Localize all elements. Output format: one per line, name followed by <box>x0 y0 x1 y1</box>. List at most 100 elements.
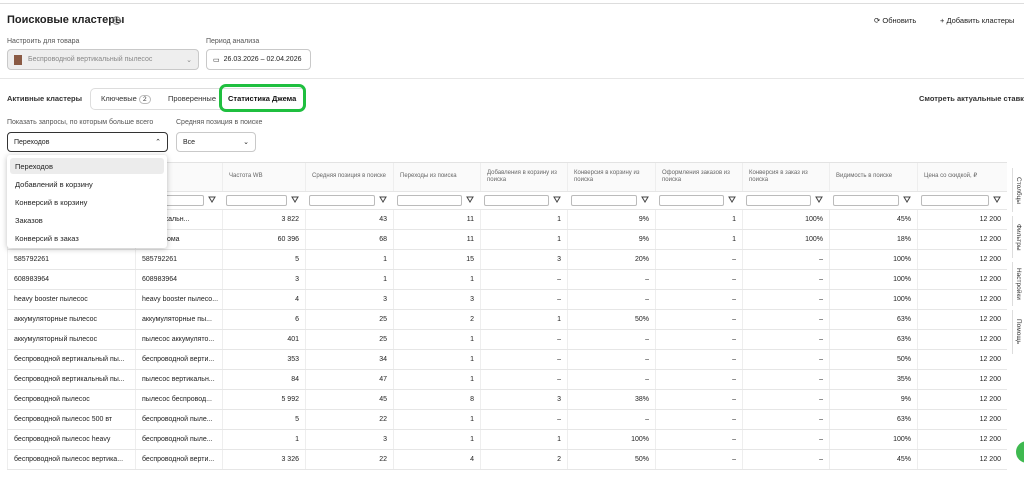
add-button[interactable]: + Добавить кластеры <box>940 16 1015 25</box>
product-select[interactable]: Беспроводной вертикальный пылесос ⌄ <box>7 49 199 70</box>
table-row: 585792261 585792261 5 1 15 3 20% – –100% 12 200 <box>7 250 1007 270</box>
table-row: аккумуляторный пылесос пылесос аккумулято… <box>7 330 1007 350</box>
filter-input[interactable] <box>397 195 462 206</box>
filter-icon[interactable] <box>553 196 561 206</box>
filter-input[interactable] <box>746 195 811 206</box>
table-row: беспроводной пылесос 500 вт беспроводной … <box>7 410 1007 430</box>
table-cell: 100% <box>567 430 655 449</box>
table-cell: – <box>742 410 829 429</box>
tab[interactable]: Ключевые 2 <box>101 94 151 104</box>
table-cell: беспроводной пыле... <box>135 410 222 429</box>
table-cell: 5 992 <box>222 390 305 409</box>
table-cell: 1 <box>305 250 393 269</box>
table-cell: беспроводной пылесос <box>7 390 135 409</box>
filter-input[interactable] <box>659 195 724 206</box>
tab[interactable]: Статистика Джема <box>228 94 297 103</box>
period-value: 26.03.2026 – 02.04.2026 <box>223 56 302 63</box>
period-label: Период анализа <box>206 38 260 45</box>
show-select[interactable]: Переходов ⌃ <box>7 132 168 152</box>
table-cell: 608983964 <box>135 270 222 289</box>
table-cell: аккумуляторные пы... <box>135 310 222 329</box>
table-cell: 100% <box>829 290 917 309</box>
table-cell: 1 <box>393 410 480 429</box>
table-cell: – <box>742 430 829 449</box>
dropdown-option[interactable]: Переходов <box>10 158 164 174</box>
table-cell: беспроводной вертикальный пы... <box>7 350 135 369</box>
filter-icon[interactable] <box>208 196 216 206</box>
filter-icon[interactable] <box>466 196 474 206</box>
table-cell: 4 <box>222 290 305 309</box>
header-row: Частота WB Средняя позиция в поиске Перехо… <box>7 163 1007 192</box>
info-icon[interactable]: ? <box>112 16 121 25</box>
table-cell: 12 200 <box>917 390 1007 409</box>
table-cell: 63% <box>829 330 917 349</box>
table-cell: 3 822 <box>222 210 305 229</box>
side-tab[interactable]: Помощь <box>1012 310 1024 354</box>
table-cell: 38% <box>567 390 655 409</box>
column-header: Цена со скидкой, ₽ <box>917 163 1007 191</box>
table-cell: 12 200 <box>917 370 1007 389</box>
filter-icon[interactable] <box>903 196 911 206</box>
table-cell: – <box>567 270 655 289</box>
table-cell: 22 <box>305 410 393 429</box>
filter-icon[interactable] <box>641 196 649 206</box>
table-cell: – <box>742 390 829 409</box>
table-cell: 1 <box>480 210 567 229</box>
table-cell: 45% <box>829 210 917 229</box>
table-cell: 3 <box>305 290 393 309</box>
side-tab[interactable]: Настройки <box>1012 262 1024 306</box>
table-cell: 100% <box>829 430 917 449</box>
filter-input[interactable] <box>921 195 989 206</box>
table-cell: 3 326 <box>222 450 305 469</box>
top-bar <box>0 0 1024 4</box>
position-select[interactable]: Все ⌄ <box>176 132 256 152</box>
table-row: беспроводной пылесос вертика... беспровод… <box>7 450 1007 470</box>
column-header: Конверсия в заказ из поиска <box>742 163 829 191</box>
bids-link[interactable]: Смотреть актуальные ставки <box>919 94 1024 103</box>
filter-icon[interactable] <box>291 196 299 206</box>
table-cell: 45% <box>829 450 917 469</box>
table-cell: – <box>655 350 742 369</box>
dropdown-option[interactable]: Конверсий в заказ <box>15 233 79 243</box>
table-cell: беспроводной пылесос вертика... <box>7 450 135 469</box>
table-row: аккумуляторные пылесос аккумуляторные пы.… <box>7 310 1007 330</box>
period-select[interactable]: ▭ 26.03.2026 – 02.04.2026 <box>206 49 311 70</box>
product-label: Настроить для товара <box>7 38 80 45</box>
table-cell: 12 200 <box>917 210 1007 229</box>
table-cell: – <box>567 370 655 389</box>
table-cell: аккумуляторный пылесос <box>7 330 135 349</box>
table-cell: 1 <box>480 230 567 249</box>
filter-input[interactable] <box>833 195 899 206</box>
table-cell: – <box>655 410 742 429</box>
table-cell: – <box>655 450 742 469</box>
side-tab[interactable]: Столбцы <box>1012 168 1024 212</box>
dropdown-option[interactable]: Заказов <box>15 215 43 225</box>
table-cell: 35% <box>829 370 917 389</box>
filter-icon[interactable] <box>815 196 823 206</box>
table-cell: 12 200 <box>917 350 1007 369</box>
table-cell: 3 <box>393 290 480 309</box>
table-cell: 12 200 <box>917 290 1007 309</box>
dropdown-option[interactable]: Конверсий в корзину <box>15 197 88 207</box>
filter-input[interactable] <box>484 195 549 206</box>
side-tab[interactable]: Фильтры <box>1012 216 1024 258</box>
refresh-button[interactable]: ⟳ Обновить <box>874 16 917 25</box>
filter-input[interactable] <box>226 195 287 206</box>
table-cell: 353 <box>222 350 305 369</box>
table-cell: 12 200 <box>917 250 1007 269</box>
table-cell: беспроводной пылесос heavy <box>7 430 135 449</box>
filter-icon[interactable] <box>993 196 1001 206</box>
filter-icon[interactable] <box>728 196 736 206</box>
table-cell: 11 <box>393 230 480 249</box>
table-cell: 12 200 <box>917 270 1007 289</box>
tab[interactable]: Проверенные <box>168 94 216 103</box>
active-clusters-label: Активные кластеры <box>7 94 83 103</box>
dropdown-option[interactable]: Добавлений в корзину <box>15 179 93 189</box>
svg-text:?: ? <box>115 19 119 25</box>
table-cell: беспроводной верти... <box>135 450 222 469</box>
chat-button[interactable] <box>1016 441 1024 463</box>
filter-icon[interactable] <box>379 196 387 206</box>
filter-input[interactable] <box>571 195 637 206</box>
filter-input[interactable] <box>309 195 375 206</box>
